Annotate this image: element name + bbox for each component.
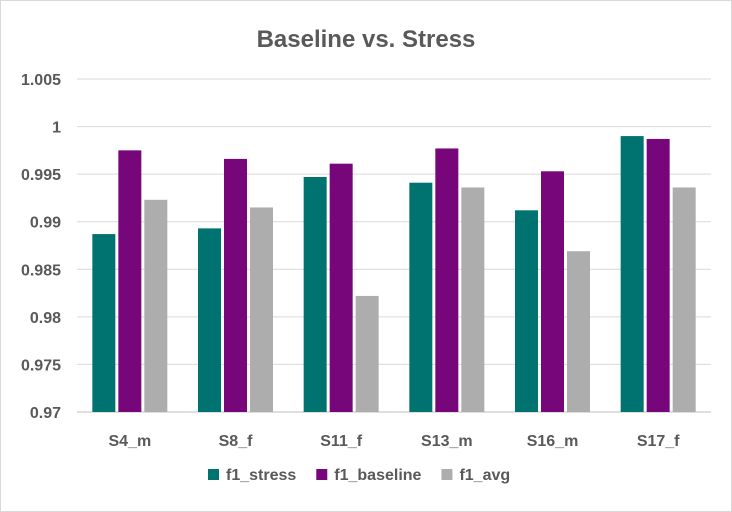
y-tick-label: 1 — [52, 120, 61, 137]
bar-f1_avg-S16_m — [567, 251, 590, 412]
legend-label-f1_stress: f1_stress — [226, 467, 296, 484]
y-tick-label: 0.97 — [30, 405, 61, 422]
bar-f1_avg-S17_f — [672, 187, 696, 412]
bar-f1_avg-S4_m — [144, 199, 168, 412]
x-tick-label: S8_f — [219, 433, 253, 450]
legend-label-f1_avg: f1_avg — [459, 467, 510, 484]
bars — [92, 136, 696, 413]
legend-swatch-f1_baseline — [316, 469, 328, 480]
gridlines — [77, 78, 711, 413]
legend-swatch-f1_stress — [208, 469, 219, 480]
bar-f1_avg-S8_f — [250, 207, 273, 412]
y-tick-label: 0.99 — [30, 215, 61, 232]
x-tick-label: S17_f — [637, 433, 680, 450]
bar-f1_baseline-S16_m — [541, 171, 564, 412]
bar-f1_stress-S16_m — [515, 210, 538, 412]
bar-f1_baseline-S13_m — [435, 148, 459, 412]
legend-swatch-f1_avg — [441, 469, 453, 480]
x-axis-ticks: S4_m S8_f S11_f S13_m S16_m S17_f — [108, 433, 680, 450]
x-tick-label: S16_m — [527, 433, 579, 450]
bar-f1_baseline-S8_f — [224, 158, 247, 412]
bar-f1_stress-S4_m — [92, 234, 116, 412]
bar-f1_baseline-S17_f — [646, 138, 670, 412]
y-tick-label: 1.005 — [21, 72, 61, 89]
bar-f1_stress-S13_m — [409, 182, 433, 412]
y-tick-label: 0.985 — [21, 262, 61, 279]
y-tick-label: 0.98 — [30, 310, 61, 327]
y-axis-ticks: 0.97 0.975 0.98 0.985 0.99 0.995 1 1.005 — [21, 72, 61, 422]
bar-f1_stress-S17_f — [620, 136, 644, 413]
x-tick-label: S4_m — [108, 433, 151, 450]
legend: f1_stress f1_baseline f1_avg — [208, 467, 510, 484]
legend-label-f1_baseline: f1_baseline — [334, 467, 421, 484]
bar-f1_baseline-S4_m — [118, 150, 142, 412]
bar-f1_stress-S11_f — [303, 176, 327, 412]
bar-f1_avg-S11_f — [355, 295, 379, 412]
bar-f1_stress-S8_f — [198, 228, 221, 412]
y-tick-label: 0.995 — [21, 167, 61, 184]
bar-f1_avg-S13_m — [461, 187, 485, 412]
chart-title: Baseline vs. Stress — [257, 26, 476, 53]
x-tick-label: S13_m — [421, 433, 473, 450]
y-tick-label: 0.975 — [21, 357, 61, 374]
bar-f1_baseline-S11_f — [329, 163, 353, 412]
x-tick-label: S11_f — [320, 433, 362, 450]
